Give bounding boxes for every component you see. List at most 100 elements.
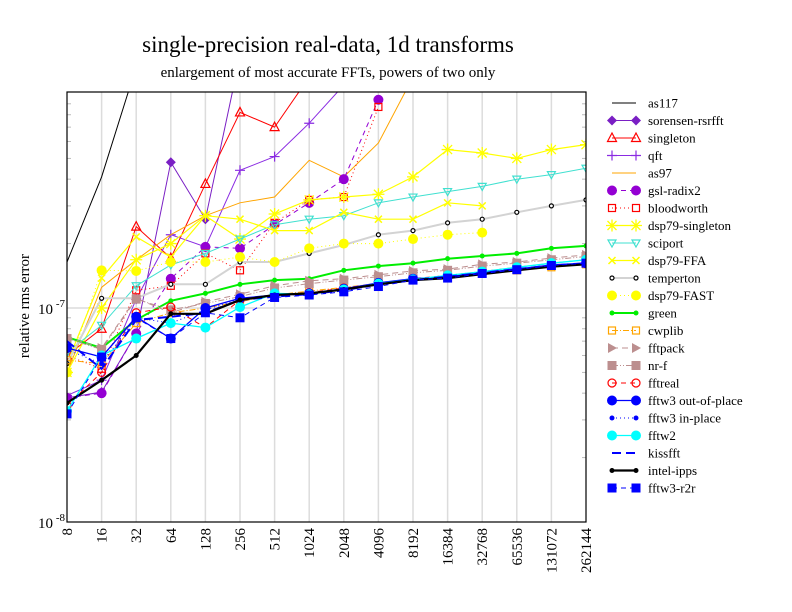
legend-label: intel-ipps — [648, 463, 697, 478]
x-tick-label: 8192 — [406, 528, 422, 558]
legend-item-cwplib: cwplib — [607, 323, 683, 338]
marker-circle — [631, 185, 641, 196]
marker-small-dot — [67, 400, 70, 406]
legend-label: fftw3-r2r — [648, 481, 696, 496]
marker-x — [374, 215, 383, 224]
legend-label: temperton — [648, 271, 701, 286]
legend-item-dsp79-ffa: dsp79-FFA — [607, 253, 707, 268]
series-singleton — [67, 92, 300, 360]
legend-item-as97: as97 — [612, 166, 672, 181]
series-line — [67, 99, 379, 399]
marker-triangle-open — [130, 220, 142, 231]
marker-square — [408, 268, 418, 278]
marker-small-circle-open — [609, 275, 615, 281]
series-sciport — [67, 164, 586, 358]
x-tick-label: 32768 — [475, 528, 491, 566]
marker-small-dot — [99, 361, 105, 367]
x-tick-label: 512 — [268, 528, 284, 551]
series-line — [67, 263, 586, 365]
marker-triangle-right — [608, 343, 617, 353]
marker-small-dot — [168, 311, 174, 317]
marker-circle — [631, 430, 641, 441]
marker-asterisk — [510, 152, 523, 165]
marker-circle — [338, 174, 349, 185]
marker-x — [97, 274, 106, 283]
marker-asterisk — [303, 193, 316, 206]
plot-frame — [66, 91, 587, 523]
series-layer — [67, 92, 586, 419]
marker-circle — [165, 318, 176, 329]
marker-circle — [67, 367, 72, 378]
legend-item-sciport: sciport — [606, 236, 684, 251]
legend-item-sorensen-rsrfft: sorensen-rsrfft — [607, 113, 724, 128]
marker-square — [270, 292, 280, 302]
marker-small-dot — [583, 243, 586, 249]
marker-asterisk — [476, 147, 489, 160]
x-tick-label: 16 — [95, 528, 111, 544]
marker-square — [408, 275, 418, 285]
legend-item-temperton: temperton — [609, 271, 701, 286]
marker-square — [304, 279, 314, 289]
marker-square — [97, 352, 107, 362]
marker-plus — [235, 165, 245, 176]
marker-x — [631, 256, 641, 265]
x-tick-label: 1024 — [302, 528, 318, 559]
marker-square — [97, 344, 107, 354]
legend-item-fftpack: fftpack — [608, 341, 685, 356]
marker-triangle-open — [96, 322, 108, 333]
marker-small-dot — [202, 290, 208, 296]
marker-circle — [235, 252, 245, 263]
marker-asterisk — [372, 188, 385, 201]
marker-small-circle-open — [202, 281, 208, 287]
marker-small-dot — [168, 298, 174, 304]
legend-label: fftreal — [648, 376, 680, 391]
marker-x — [408, 215, 418, 224]
marker-circle — [373, 94, 384, 105]
marker-small-circle-open — [168, 281, 174, 287]
legend-label: sorensen-rsrfft — [648, 113, 724, 128]
x-tick-label: 128 — [198, 528, 214, 551]
marker-triangle-open — [606, 131, 618, 143]
legend-label: as97 — [648, 166, 672, 181]
legend-label: qft — [648, 148, 663, 163]
marker-small-dot — [609, 468, 615, 473]
marker-circle — [235, 243, 245, 254]
marker-triangle-down-open — [304, 215, 315, 225]
legend-item-green: green — [609, 306, 677, 321]
x-tick-label: 16384 — [441, 528, 457, 566]
marker-small-dot — [633, 415, 639, 421]
marker-small-circle-open — [445, 220, 451, 226]
legend-label: bloodworth — [648, 201, 708, 216]
marker-asterisk — [268, 207, 281, 220]
marker-circle — [131, 265, 142, 276]
marker-asterisk — [337, 191, 350, 204]
marker-square — [443, 265, 453, 275]
legend-label: fftw3 out-of-place — [648, 393, 743, 408]
marker-x — [235, 215, 245, 224]
marker-triangle-down-open — [200, 249, 211, 259]
marker-x — [270, 226, 279, 235]
series-as117 — [67, 92, 129, 263]
y-axis-label: relative rms error — [17, 254, 33, 358]
marker-asterisk — [630, 219, 642, 232]
legend-label: gsl-radix2 — [648, 183, 701, 198]
marker-square-open — [607, 326, 617, 335]
marker-small-circle-open — [548, 203, 555, 209]
marker-x — [305, 226, 314, 235]
series-dsp79-fast — [67, 227, 488, 378]
marker-square — [443, 273, 453, 283]
marker-plus — [631, 150, 641, 161]
marker-small-dot — [410, 260, 416, 266]
chart-subtitle: enlargement of most accurate FFTs, power… — [161, 65, 496, 81]
legend-label: sciport — [648, 236, 684, 251]
legend-label: fftw3 in-place — [648, 411, 721, 426]
marker-small-dot — [479, 253, 485, 259]
marker-circle — [607, 290, 617, 301]
marker-circle — [165, 257, 176, 268]
legend-label: fftw2 — [648, 428, 676, 443]
marker-circle — [304, 243, 315, 254]
marker-square — [581, 258, 586, 268]
marker-x — [132, 232, 141, 241]
legend-label: cwplib — [648, 323, 683, 338]
